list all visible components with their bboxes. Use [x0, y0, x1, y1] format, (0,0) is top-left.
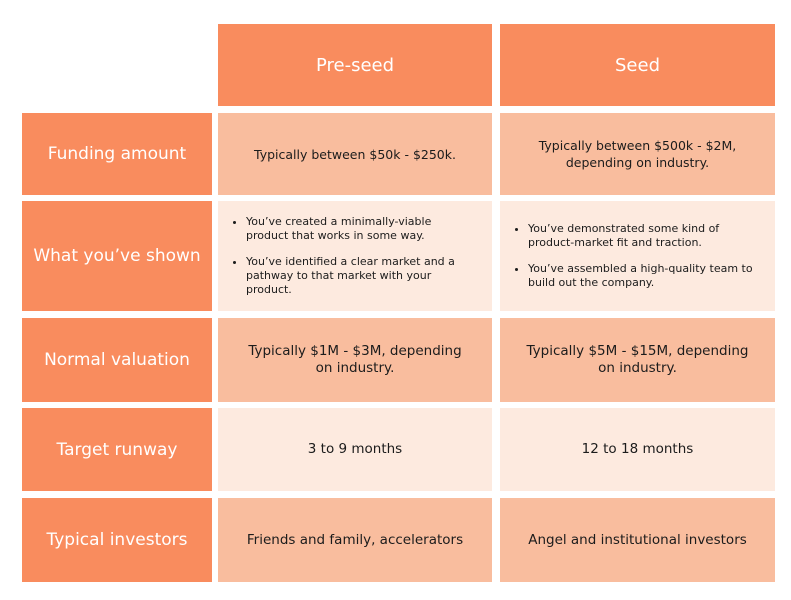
- column-header: Pre-seed: [218, 24, 492, 106]
- row-header: Funding amount: [22, 113, 212, 195]
- row-header: Normal valuation: [22, 318, 212, 402]
- row-header: What you’ve shown: [22, 201, 212, 311]
- bullet-list: You’ve created a minimally-viable produc…: [230, 215, 474, 297]
- table-cell: 12 to 18 months: [500, 408, 775, 491]
- bullet-list: You’ve demonstrated some kind of product…: [512, 222, 757, 290]
- table-cell: You’ve created a minimally-viable produc…: [218, 201, 492, 311]
- bullet-item: You’ve created a minimally-viable produc…: [246, 215, 474, 243]
- bullet-item: You’ve assembled a high-quality team to …: [528, 262, 757, 290]
- table-cell: You’ve demonstrated some kind of product…: [500, 201, 775, 311]
- bullet-item: You’ve identified a clear market and a p…: [246, 255, 474, 297]
- row-header: Target runway: [22, 408, 212, 491]
- table-cell: 3 to 9 months: [218, 408, 492, 491]
- table-cell: Friends and family, accelerators: [218, 498, 492, 582]
- bullet-item: You’ve demonstrated some kind of product…: [528, 222, 757, 250]
- column-header: Seed: [500, 24, 775, 106]
- table-cell: Angel and institutional investors: [500, 498, 775, 582]
- table-cell: Typically between $50k - $250k.: [218, 113, 492, 195]
- table-cell: Typically $5M - $15M, depending on indus…: [500, 318, 775, 402]
- table-cell: Typically $1M - $3M, depending on indust…: [218, 318, 492, 402]
- table-cell: Typically between $500k - $2M, depending…: [500, 113, 775, 195]
- row-header: Typical investors: [22, 498, 212, 582]
